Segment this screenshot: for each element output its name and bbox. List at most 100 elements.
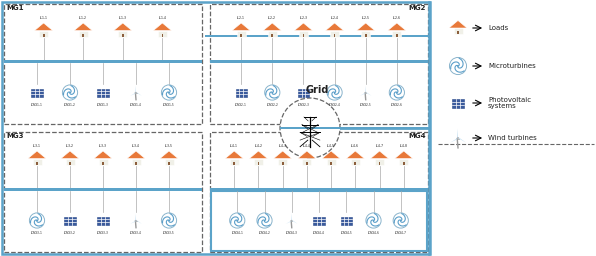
- Text: $L_{4,4}$: $L_{4,4}$: [302, 142, 312, 150]
- Polygon shape: [254, 158, 263, 165]
- Circle shape: [457, 137, 459, 139]
- Text: $DG_{2,5}$: $DG_{2,5}$: [359, 101, 372, 109]
- Text: $DG_{3,2}$: $DG_{3,2}$: [63, 229, 77, 237]
- Polygon shape: [378, 162, 380, 165]
- Polygon shape: [79, 30, 88, 37]
- Polygon shape: [263, 23, 281, 30]
- Polygon shape: [135, 214, 136, 220]
- Text: $L_{4,5}$: $L_{4,5}$: [326, 142, 336, 150]
- Polygon shape: [365, 86, 366, 92]
- Text: $DG_{4,6}$: $DG_{4,6}$: [367, 229, 380, 237]
- Polygon shape: [361, 30, 370, 37]
- Polygon shape: [322, 151, 340, 158]
- Polygon shape: [388, 23, 406, 30]
- Polygon shape: [457, 129, 458, 138]
- Text: $L_{4,6}$: $L_{4,6}$: [350, 142, 360, 150]
- Text: MG3: MG3: [6, 133, 23, 139]
- Polygon shape: [294, 23, 312, 30]
- Polygon shape: [33, 158, 42, 165]
- Text: $L_{1,2}$: $L_{1,2}$: [79, 14, 88, 22]
- Text: $DG_{4,3}$: $DG_{4,3}$: [285, 229, 299, 237]
- Text: $L_{2,6}$: $L_{2,6}$: [392, 14, 402, 22]
- Polygon shape: [355, 162, 356, 165]
- Text: $L_{3,5}$: $L_{3,5}$: [164, 142, 174, 150]
- Polygon shape: [114, 23, 132, 30]
- Text: MG4: MG4: [408, 133, 426, 139]
- Text: $DG_{4,1}$: $DG_{4,1}$: [231, 229, 244, 237]
- Polygon shape: [452, 99, 464, 108]
- Circle shape: [449, 57, 467, 74]
- Bar: [4, 132, 202, 252]
- Text: Wind turbines: Wind turbines: [488, 135, 537, 141]
- Polygon shape: [102, 162, 104, 165]
- Text: $DG_{2,6}$: $DG_{2,6}$: [390, 101, 403, 109]
- Text: $L_{4,2}$: $L_{4,2}$: [254, 142, 263, 150]
- Text: $DG_{2,2}$: $DG_{2,2}$: [266, 101, 279, 109]
- Polygon shape: [235, 89, 247, 97]
- Text: $L_{1,1}$: $L_{1,1}$: [39, 14, 48, 22]
- Polygon shape: [449, 20, 467, 28]
- Bar: [210, 187, 428, 190]
- Text: $L_{1,3}$: $L_{1,3}$: [118, 14, 128, 22]
- Text: $L_{4,3}$: $L_{4,3}$: [278, 142, 287, 150]
- Text: $L_{2,1}$: $L_{2,1}$: [237, 14, 246, 22]
- Polygon shape: [298, 89, 309, 97]
- Text: $L_{2,2}$: $L_{2,2}$: [268, 14, 277, 22]
- Text: $DG_{4,5}$: $DG_{4,5}$: [340, 229, 353, 237]
- Polygon shape: [168, 162, 170, 165]
- Text: $L_{3,2}$: $L_{3,2}$: [65, 142, 75, 150]
- Polygon shape: [313, 217, 325, 225]
- Polygon shape: [240, 34, 242, 37]
- Polygon shape: [450, 138, 458, 143]
- Polygon shape: [136, 220, 142, 224]
- Text: $DG_{2,3}$: $DG_{2,3}$: [297, 101, 310, 109]
- Bar: [210, 59, 428, 62]
- Polygon shape: [298, 151, 316, 158]
- Polygon shape: [325, 23, 343, 30]
- Text: Photovoltaic: Photovoltaic: [488, 97, 531, 103]
- Polygon shape: [229, 158, 239, 165]
- Bar: [280, 127, 430, 129]
- Bar: [210, 132, 428, 252]
- Text: $L_{2,4}$: $L_{2,4}$: [330, 14, 340, 22]
- Polygon shape: [299, 30, 308, 37]
- Polygon shape: [36, 162, 38, 165]
- Circle shape: [393, 213, 408, 228]
- Polygon shape: [118, 30, 128, 37]
- Polygon shape: [403, 162, 405, 165]
- Circle shape: [162, 85, 176, 100]
- Text: Grid: Grid: [305, 85, 328, 95]
- Bar: [4, 4, 202, 124]
- Polygon shape: [97, 89, 108, 97]
- Text: $L_{2,5}$: $L_{2,5}$: [361, 14, 371, 22]
- Circle shape: [265, 85, 280, 100]
- Bar: [4, 59, 202, 62]
- Text: MG1: MG1: [6, 5, 23, 11]
- Polygon shape: [457, 31, 459, 34]
- Text: $L_{3,1}$: $L_{3,1}$: [32, 142, 42, 150]
- Text: $L_{1,4}$: $L_{1,4}$: [157, 14, 167, 22]
- Circle shape: [257, 213, 272, 228]
- Polygon shape: [94, 151, 112, 158]
- Polygon shape: [82, 34, 84, 37]
- Circle shape: [366, 213, 381, 228]
- Circle shape: [63, 85, 77, 100]
- Polygon shape: [74, 23, 92, 30]
- Text: $DG_{3,1}$: $DG_{3,1}$: [30, 229, 44, 237]
- Text: Microturbines: Microturbines: [488, 63, 536, 69]
- Polygon shape: [35, 23, 52, 30]
- Text: $DG_{2,4}$: $DG_{2,4}$: [328, 101, 342, 109]
- Polygon shape: [160, 151, 178, 158]
- Polygon shape: [136, 92, 142, 96]
- Text: $DG_{2,1}$: $DG_{2,1}$: [234, 101, 248, 109]
- Text: $DG_{1,5}$: $DG_{1,5}$: [162, 101, 176, 109]
- Text: $DG_{3,3}$: $DG_{3,3}$: [97, 229, 110, 237]
- Text: $L_{2,3}$: $L_{2,3}$: [299, 14, 308, 22]
- Text: $L_{4,8}$: $L_{4,8}$: [399, 142, 409, 150]
- Text: $L_{3,3}$: $L_{3,3}$: [98, 142, 108, 150]
- Circle shape: [29, 213, 45, 228]
- Polygon shape: [43, 34, 45, 37]
- Bar: [205, 35, 430, 37]
- Polygon shape: [98, 158, 107, 165]
- Polygon shape: [66, 158, 74, 165]
